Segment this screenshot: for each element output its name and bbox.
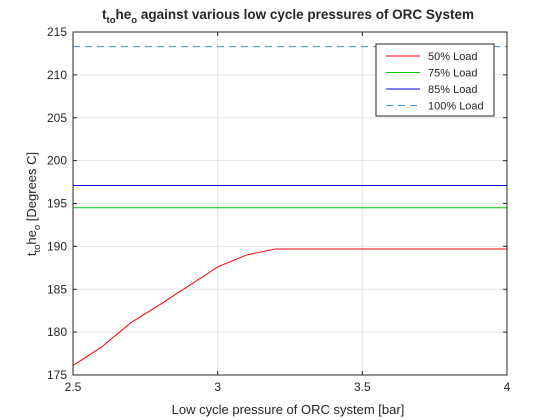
y-tick-label: 190 (47, 239, 67, 253)
text-segment: he (116, 7, 132, 22)
axes (72, 31, 508, 376)
text-segment: [Degrees C] (24, 152, 39, 225)
chart-title: ttoheo against various low cycle pressur… (102, 7, 474, 26)
y-tick-label: 175 (47, 368, 67, 382)
y-axis-label: ttoheo [Degrees C] (24, 152, 43, 256)
text-segment: t (24, 252, 39, 256)
x-tick-label: 2.5 (65, 380, 82, 394)
y-tick-label: 180 (47, 325, 67, 339)
x-tick-label: 3 (214, 380, 221, 394)
legend-label: 100% Load (428, 101, 484, 113)
subscript-text: to (32, 245, 43, 253)
text-segment: t (102, 7, 107, 22)
legend-label: 50% Load (428, 51, 478, 63)
series-line-1 (72, 248, 507, 366)
legend-label: 85% Load (428, 84, 478, 96)
y-tick-label: 185 (47, 282, 67, 296)
y-tick-label: 195 (47, 197, 67, 211)
subscript-text: o (131, 15, 137, 26)
text-segment: he (24, 230, 39, 244)
legend-label: 75% Load (428, 68, 478, 80)
x-tick-label: 4 (504, 380, 511, 394)
y-tick-label: 215 (47, 25, 67, 39)
subscript-text: o (32, 225, 43, 230)
x-tick-label: 3.5 (354, 380, 371, 394)
y-tick-label: 205 (47, 111, 67, 125)
text-segment: against various low cycle pressures of O… (137, 7, 474, 22)
y-tick-label: 200 (47, 154, 67, 168)
y-tick-label: 210 (47, 68, 67, 82)
x-axis-label: Low cycle pressure of ORC system [bar] (172, 402, 405, 417)
subscript-text: to (107, 15, 116, 26)
legend: 50% Load 75% Load 85% Load 100% Load (375, 43, 495, 117)
tick-labels: 2.5 3 3.5 4 175 180 185 190 195 200 205 210 215 (47, 25, 511, 394)
